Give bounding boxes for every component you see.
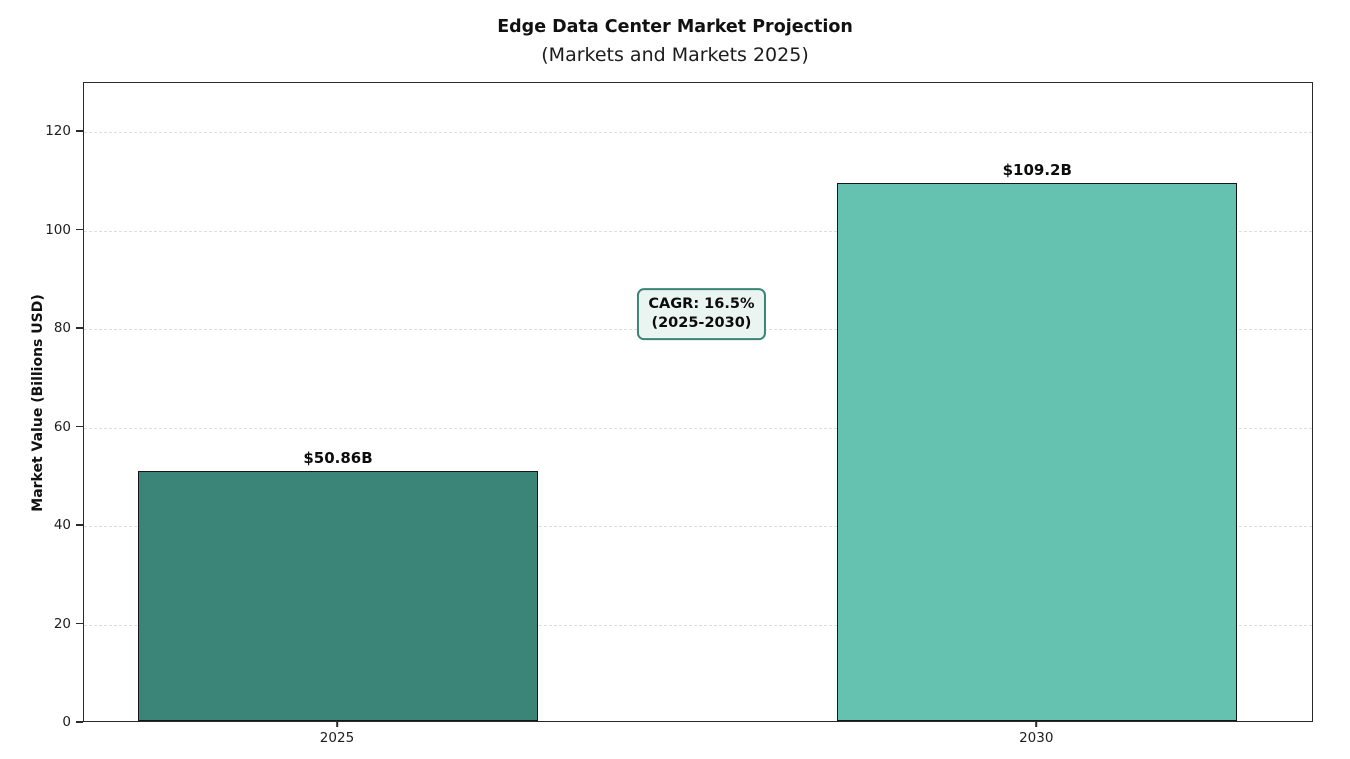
xtick-label-2030: 2030 xyxy=(1019,730,1054,746)
ytick-mark-40 xyxy=(76,524,83,526)
xtick-label-2025: 2025 xyxy=(319,730,355,746)
ytick-mark-100 xyxy=(76,228,83,231)
ytick-mark-120 xyxy=(76,130,83,133)
xtick-mark-2030 xyxy=(1035,722,1038,727)
ytick-label-40: 40 xyxy=(53,517,71,534)
gridline-100 xyxy=(84,230,1312,232)
bar-value-label-2025: $50.86B xyxy=(303,448,373,467)
gridline-60 xyxy=(84,427,1312,429)
cagr-annotation-line1: CAGR: 16.5% xyxy=(648,296,755,313)
ytick-mark-80 xyxy=(76,327,83,329)
cagr-annotation-line2: (2025-2030) xyxy=(651,315,752,332)
ytick-label-0: 0 xyxy=(62,714,71,730)
chart-title: Edge Data Center Market Projection xyxy=(497,17,853,37)
cagr-annotation-box: CAGR: 16.5% (2025-2030) xyxy=(637,288,766,340)
ytick-label-120: 120 xyxy=(45,123,71,140)
bar-2030 xyxy=(837,183,1238,721)
ytick-label-100: 100 xyxy=(45,221,71,238)
xtick-mark-2025 xyxy=(336,722,338,727)
ytick-mark-20 xyxy=(76,622,83,625)
ytick-label-60: 60 xyxy=(53,418,71,435)
plot-area: CAGR: 16.5% (2025-2030) $50.86B $109.2B xyxy=(83,82,1313,722)
y-axis-label: Market Value (Billions USD) xyxy=(30,294,46,512)
chart-subtitle: (Markets and Markets 2025) xyxy=(541,44,809,66)
bar-2025 xyxy=(137,470,538,721)
ytick-mark-0 xyxy=(76,721,83,723)
bar-value-label-2030: $109.2B xyxy=(1002,161,1072,180)
gridline-120 xyxy=(84,132,1312,134)
ytick-label-20: 20 xyxy=(53,615,71,632)
gridline-20 xyxy=(84,624,1312,626)
gridline-40 xyxy=(84,526,1312,528)
ytick-mark-60 xyxy=(76,425,83,428)
ytick-label-80: 80 xyxy=(53,320,71,337)
